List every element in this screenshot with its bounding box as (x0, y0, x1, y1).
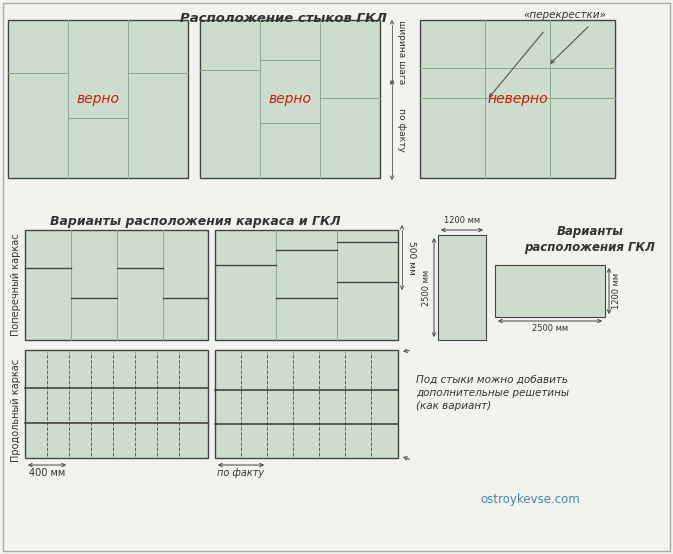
Bar (495, 265, 605, 317)
Text: «перекрестки»: «перекрестки» (524, 10, 606, 20)
Text: по факту: по факту (397, 108, 406, 152)
Text: 400 мм: 400 мм (29, 468, 65, 478)
Text: 2500 мм: 2500 мм (532, 324, 568, 333)
Bar (215, 230, 398, 340)
Text: 1200 мм: 1200 мм (612, 273, 621, 309)
Text: ostroykevse.com: ostroykevse.com (480, 494, 580, 506)
Text: Продольный каркас: Продольный каркас (11, 358, 21, 461)
Text: 1200 мм: 1200 мм (444, 216, 480, 225)
Text: ширина шага: ширина шага (397, 20, 406, 85)
Text: верно: верно (269, 92, 312, 106)
Bar (438, 235, 486, 340)
Text: Расположение стыков ГКЛ: Расположение стыков ГКЛ (180, 12, 386, 25)
Text: 500 мм: 500 мм (407, 240, 416, 274)
Bar (25, 230, 208, 340)
Bar (200, 20, 380, 178)
Text: по факту: по факту (217, 468, 264, 478)
Text: Под стыки можно добавить
дополнительные решетины
(как вариант): Под стыки можно добавить дополнительные … (416, 375, 569, 412)
Bar (25, 350, 208, 458)
Bar (420, 20, 615, 178)
Bar (8, 20, 188, 178)
Text: 2500 мм: 2500 мм (422, 269, 431, 306)
Text: неверно: неверно (487, 92, 548, 106)
Bar (215, 350, 398, 458)
Text: верно: верно (77, 92, 120, 106)
Text: Варианты
расположения ГКЛ: Варианты расположения ГКЛ (524, 225, 656, 254)
Text: Варианты расположения каркаса и ГКЛ: Варианты расположения каркаса и ГКЛ (50, 215, 341, 228)
Text: Поперечный каркас: Поперечный каркас (11, 234, 21, 336)
